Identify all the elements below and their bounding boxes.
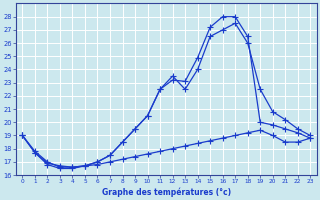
X-axis label: Graphe des températures (°c): Graphe des températures (°c): [102, 187, 231, 197]
